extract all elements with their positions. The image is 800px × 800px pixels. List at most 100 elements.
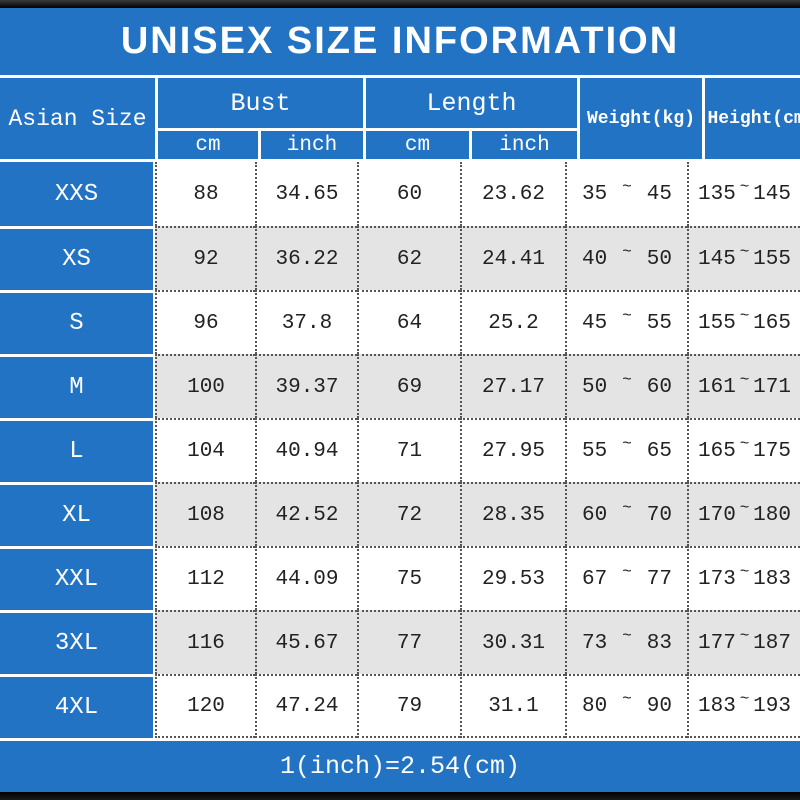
range-high: 83 xyxy=(646,631,672,655)
bust-cm-cell: 104 xyxy=(155,418,255,482)
range-low: 161 xyxy=(698,375,736,399)
tilde: ~ xyxy=(739,243,750,261)
header-height: Height(cm) xyxy=(705,78,800,159)
range-low: 50 xyxy=(582,375,608,399)
tilde: ~ xyxy=(622,371,632,389)
range-high: 175 xyxy=(753,439,791,463)
height-range-cell: 161 ~ 171 xyxy=(687,354,800,418)
tilde: ~ xyxy=(622,563,632,581)
tilde: ~ xyxy=(739,371,750,389)
header-length: Length xyxy=(366,78,577,128)
length-cm-cell: 75 xyxy=(357,546,460,610)
range-low: 183 xyxy=(698,694,736,718)
page-title: UNISEX SIZE INFORMATION xyxy=(120,20,680,62)
weight-range-cell: 45 ~ 55 xyxy=(565,290,687,354)
tilde: ~ xyxy=(622,627,632,645)
header-bust-cm: cm xyxy=(158,131,258,159)
length-inch-cell: 24.41 xyxy=(460,226,565,290)
range-low: 177 xyxy=(698,631,736,655)
tilde: ~ xyxy=(739,307,750,325)
range-high: 77 xyxy=(646,567,672,591)
length-inch-cell: 23.62 xyxy=(460,162,565,226)
height-range-cell: 177 ~ 187 xyxy=(687,610,800,674)
length-cm-cell: 72 xyxy=(357,482,460,546)
range-low: 60 xyxy=(582,503,608,527)
range-high: 155 xyxy=(753,247,791,271)
bust-cm-cell: 96 xyxy=(155,290,255,354)
weight-range-cell: 35 ~ 45 xyxy=(565,162,687,226)
range-high: 90 xyxy=(646,694,672,718)
bust-inch-cell: 47.24 xyxy=(255,674,357,738)
weight-range-cell: 40 ~ 50 xyxy=(565,226,687,290)
height-range-cell: 170 ~ 180 xyxy=(687,482,800,546)
range-high: 193 xyxy=(753,694,791,718)
size-cell: L xyxy=(0,418,155,482)
range-low: 155 xyxy=(698,311,736,335)
length-inch-cell: 27.95 xyxy=(460,418,565,482)
header-asian-size: Asian Size xyxy=(0,78,155,159)
bust-cm-cell: 116 xyxy=(155,610,255,674)
height-range-cell: 165 ~ 175 xyxy=(687,418,800,482)
range-low: 55 xyxy=(582,439,608,463)
bust-cm-cell: 100 xyxy=(155,354,255,418)
range-low: 135 xyxy=(698,182,736,206)
weight-range-cell: 55 ~ 65 xyxy=(565,418,687,482)
range-low: 73 xyxy=(582,631,608,655)
range-high: 50 xyxy=(646,247,672,271)
range-low: 170 xyxy=(698,503,736,527)
range-low: 35 xyxy=(582,182,608,206)
length-cm-cell: 62 xyxy=(357,226,460,290)
size-cell: M xyxy=(0,354,155,418)
tilde: ~ xyxy=(622,243,632,261)
tilde: ~ xyxy=(739,563,750,581)
length-cm-cell: 60 xyxy=(357,162,460,226)
header-weight: Weight(kg) xyxy=(580,78,702,159)
weight-range-cell: 60 ~ 70 xyxy=(565,482,687,546)
size-cell: XXS xyxy=(0,162,155,226)
bottom-black-bar xyxy=(0,792,800,800)
top-black-bar xyxy=(0,0,800,8)
size-cell: 4XL xyxy=(0,674,155,738)
range-low: 165 xyxy=(698,439,736,463)
length-inch-cell: 28.35 xyxy=(460,482,565,546)
range-low: 40 xyxy=(582,247,608,271)
range-high: 45 xyxy=(646,182,672,206)
height-range-cell: 145 ~ 155 xyxy=(687,226,800,290)
range-high: 55 xyxy=(646,311,672,335)
length-inch-cell: 27.17 xyxy=(460,354,565,418)
weight-range-cell: 80 ~ 90 xyxy=(565,674,687,738)
range-high: 187 xyxy=(753,631,791,655)
length-inch-cell: 31.1 xyxy=(460,674,565,738)
range-low: 173 xyxy=(698,567,736,591)
size-table-header: Asian Size Bust Length Weight(kg) Height… xyxy=(0,75,800,162)
header-bust: Bust xyxy=(158,78,363,128)
tilde: ~ xyxy=(739,627,750,645)
tilde: ~ xyxy=(622,690,632,708)
bust-inch-cell: 39.37 xyxy=(255,354,357,418)
weight-range-cell: 50 ~ 60 xyxy=(565,354,687,418)
length-cm-cell: 64 xyxy=(357,290,460,354)
length-inch-cell: 29.53 xyxy=(460,546,565,610)
tilde: ~ xyxy=(622,435,632,453)
bust-cm-cell: 108 xyxy=(155,482,255,546)
range-high: 145 xyxy=(753,182,791,206)
size-cell: S xyxy=(0,290,155,354)
bust-cm-cell: 112 xyxy=(155,546,255,610)
range-high: 171 xyxy=(753,375,791,399)
header-bust-inch: inch xyxy=(261,131,363,159)
bust-inch-cell: 36.22 xyxy=(255,226,357,290)
size-cell: XS xyxy=(0,226,155,290)
size-cell: 3XL xyxy=(0,610,155,674)
tilde: ~ xyxy=(739,690,750,708)
tilde: ~ xyxy=(739,499,750,517)
size-cell: XXL xyxy=(0,546,155,610)
range-high: 165 xyxy=(753,311,791,335)
tilde: ~ xyxy=(739,435,750,453)
tilde: ~ xyxy=(622,307,632,325)
tilde: ~ xyxy=(622,178,632,196)
bust-inch-cell: 34.65 xyxy=(255,162,357,226)
height-range-cell: 155 ~ 165 xyxy=(687,290,800,354)
size-table-body: XXS 88 34.65 60 23.62 35 ~ 45 135 ~ 145 … xyxy=(0,162,800,738)
length-inch-cell: 30.31 xyxy=(460,610,565,674)
length-cm-cell: 71 xyxy=(357,418,460,482)
